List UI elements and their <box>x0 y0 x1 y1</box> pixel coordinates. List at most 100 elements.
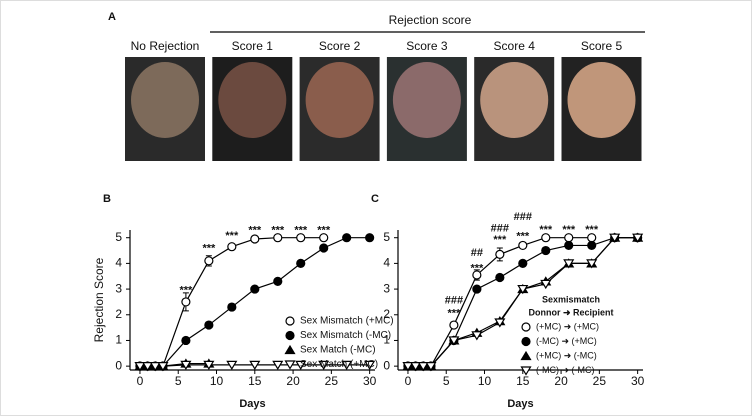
x-tick-label: 5 <box>443 374 450 388</box>
marker <box>296 258 306 268</box>
photo-skin <box>305 62 374 138</box>
marker <box>471 331 483 341</box>
marker <box>364 360 376 371</box>
marker <box>181 297 191 307</box>
marker <box>204 256 214 266</box>
marker <box>521 322 531 332</box>
marker <box>632 233 644 243</box>
x-tick-label: 25 <box>593 374 607 388</box>
marker <box>204 320 214 330</box>
marker <box>495 272 505 283</box>
marker <box>417 362 429 372</box>
marker <box>319 233 329 243</box>
marker <box>227 302 237 312</box>
marker <box>249 360 261 371</box>
legend-label: (-MC) ➜ (-MC) <box>536 365 595 375</box>
legend-label: (+MC) ➜ (+MC) <box>536 321 599 331</box>
marker <box>341 360 353 371</box>
marker <box>180 360 192 371</box>
marker <box>142 362 154 372</box>
annotation: ### <box>445 295 463 307</box>
marker <box>250 284 260 294</box>
photo-skin <box>567 62 636 138</box>
x-tick-label: 15 <box>248 374 262 388</box>
y-tick-label: 2 <box>115 307 122 321</box>
marker <box>541 233 551 243</box>
annotation: *** <box>539 224 553 236</box>
marker <box>227 242 237 252</box>
marker <box>318 360 330 371</box>
y-axis-label: Rejection Score <box>92 257 106 342</box>
marker <box>520 366 532 376</box>
marker <box>273 276 283 286</box>
marker <box>272 360 284 371</box>
photo-label: Score 2 <box>319 39 361 53</box>
marker <box>472 270 482 280</box>
marker <box>521 336 531 347</box>
marker <box>563 259 575 269</box>
legend-label: (+MC) ➜ (-MC) <box>536 350 597 360</box>
annotation: *** <box>248 225 262 237</box>
marker <box>203 360 215 371</box>
annotation: *** <box>294 225 308 237</box>
panel-label: B <box>103 193 111 205</box>
marker <box>410 362 422 372</box>
photo-skin <box>218 62 287 138</box>
y-tick-label: 0 <box>383 358 390 372</box>
photo-skin <box>131 62 199 138</box>
annotation: *** <box>447 307 461 319</box>
marker <box>157 362 169 372</box>
y-tick-label: 5 <box>383 230 390 244</box>
marker <box>518 258 528 268</box>
x-tick-label: 30 <box>631 374 645 388</box>
marker <box>517 284 529 295</box>
x-tick-label: 5 <box>175 374 182 388</box>
marker <box>250 234 260 244</box>
photo-label: Score 4 <box>494 39 536 53</box>
marker <box>365 233 375 243</box>
x-tick-label: 0 <box>405 374 412 388</box>
marker <box>284 344 296 355</box>
marker <box>541 245 551 256</box>
legend-header: Donnor ➜ Recipient <box>528 307 613 317</box>
marker <box>472 284 482 294</box>
photo-label: Score 5 <box>581 39 623 53</box>
y-tick-label: 4 <box>383 256 390 270</box>
legend-title: Sexmismatch <box>542 294 600 304</box>
x-axis-label: Days <box>239 398 265 410</box>
photo-label: No Rejection <box>131 39 200 53</box>
x-tick-label: 20 <box>554 374 568 388</box>
marker <box>586 259 598 269</box>
y-tick-label: 1 <box>115 333 122 347</box>
marker <box>319 243 329 253</box>
marker <box>284 360 296 370</box>
panel-label: A <box>108 11 116 23</box>
marker <box>520 350 532 361</box>
x-tick-label: 10 <box>210 374 224 388</box>
marker <box>285 316 295 326</box>
y-tick-label: 5 <box>115 230 122 244</box>
annotation: ## <box>471 247 483 259</box>
photo-label: Score 1 <box>232 39 274 53</box>
marker <box>587 240 597 251</box>
marker <box>425 362 437 372</box>
annotation: *** <box>225 230 239 242</box>
photo-skin <box>480 62 549 138</box>
marker <box>295 360 307 371</box>
annotation: *** <box>317 225 331 237</box>
x-tick-label: 30 <box>363 374 377 388</box>
marker <box>285 330 295 341</box>
annotation: ### <box>491 223 509 235</box>
marker <box>402 362 414 372</box>
annotation: *** <box>562 224 576 236</box>
y-tick-label: 1 <box>383 333 390 347</box>
y-tick-label: 4 <box>115 256 122 270</box>
x-tick-label: 25 <box>325 374 339 388</box>
legend-label: Sex Mismatch (-MC) <box>300 330 391 341</box>
panel-label: C <box>371 193 379 205</box>
annotation: *** <box>470 262 484 274</box>
marker <box>296 233 306 243</box>
annotation: *** <box>202 243 216 255</box>
marker <box>494 318 506 328</box>
